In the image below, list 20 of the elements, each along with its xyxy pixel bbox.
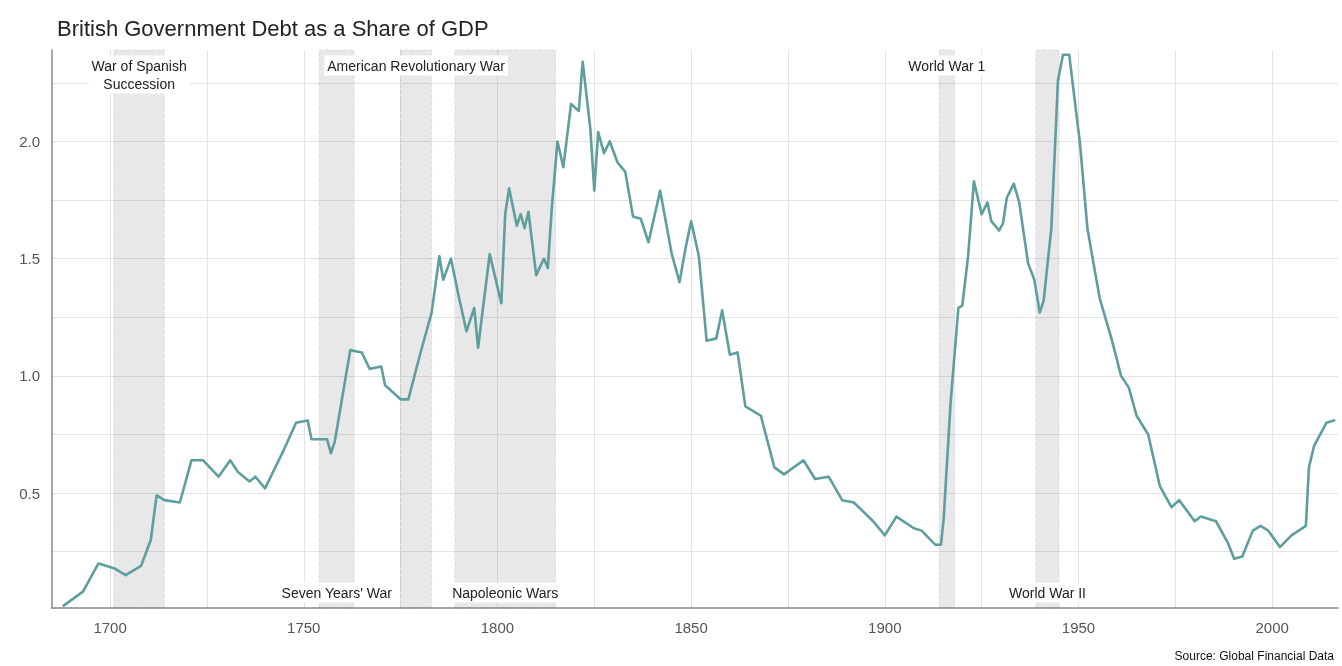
y-tick-label: 0.5 <box>19 484 40 502</box>
band-label: American Revolutionary War <box>327 57 506 74</box>
band-label: War of Spanish Succession <box>91 57 187 92</box>
source-note: Source: Global Financial Data <box>1174 649 1335 663</box>
x-tick-label: 1850 <box>674 619 708 636</box>
chart-title: British Government Debt as a Share of GDP <box>57 15 489 41</box>
y-tick-label: 1.5 <box>19 250 40 268</box>
line-series <box>62 53 1336 607</box>
band-label: World War II <box>1008 584 1086 601</box>
y-tick-label: 2.0 <box>19 132 40 150</box>
x-tick-label: 1750 <box>287 619 321 636</box>
y-tick-label: 1.0 <box>19 367 40 385</box>
x-tick-label: 1700 <box>93 619 127 636</box>
x-tick-label: 1800 <box>480 619 515 636</box>
x-tick-label: 2000 <box>1255 619 1289 636</box>
x-tick-label: 1900 <box>868 619 902 636</box>
band-label: Seven Years' War <box>281 584 393 601</box>
band-label: World War 1 <box>908 57 986 74</box>
band-label: Napoleonic Wars <box>452 584 559 601</box>
x-tick-label: 1950 <box>1061 619 1096 636</box>
